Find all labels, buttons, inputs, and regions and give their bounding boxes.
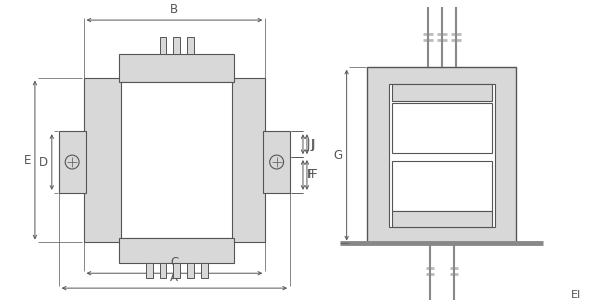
- Text: B: B: [170, 3, 178, 16]
- Text: J: J: [311, 138, 314, 151]
- Bar: [263, 131, 290, 193]
- Bar: [119, 239, 234, 263]
- Bar: [173, 263, 181, 278]
- Bar: [187, 263, 194, 278]
- Text: D: D: [39, 156, 48, 169]
- Bar: [173, 37, 181, 54]
- Text: G: G: [334, 149, 343, 162]
- Bar: [392, 211, 492, 227]
- Bar: [145, 263, 153, 278]
- Bar: [392, 161, 492, 211]
- Bar: [392, 103, 492, 153]
- Text: F: F: [307, 168, 313, 181]
- Text: C: C: [170, 256, 179, 269]
- Bar: [160, 263, 166, 278]
- Text: F: F: [311, 168, 318, 181]
- Bar: [119, 54, 234, 82]
- Bar: [83, 78, 265, 242]
- Text: J: J: [312, 138, 315, 151]
- Bar: [160, 37, 166, 54]
- Bar: [59, 131, 86, 193]
- Text: J: J: [307, 138, 311, 151]
- Text: F: F: [308, 168, 315, 181]
- Bar: [368, 67, 516, 243]
- Text: EI: EI: [571, 290, 581, 300]
- Bar: [389, 84, 495, 227]
- Text: A: A: [170, 271, 178, 284]
- Bar: [122, 82, 232, 239]
- Text: E: E: [24, 153, 31, 167]
- Bar: [187, 37, 194, 54]
- Bar: [201, 263, 208, 278]
- Bar: [392, 84, 492, 102]
